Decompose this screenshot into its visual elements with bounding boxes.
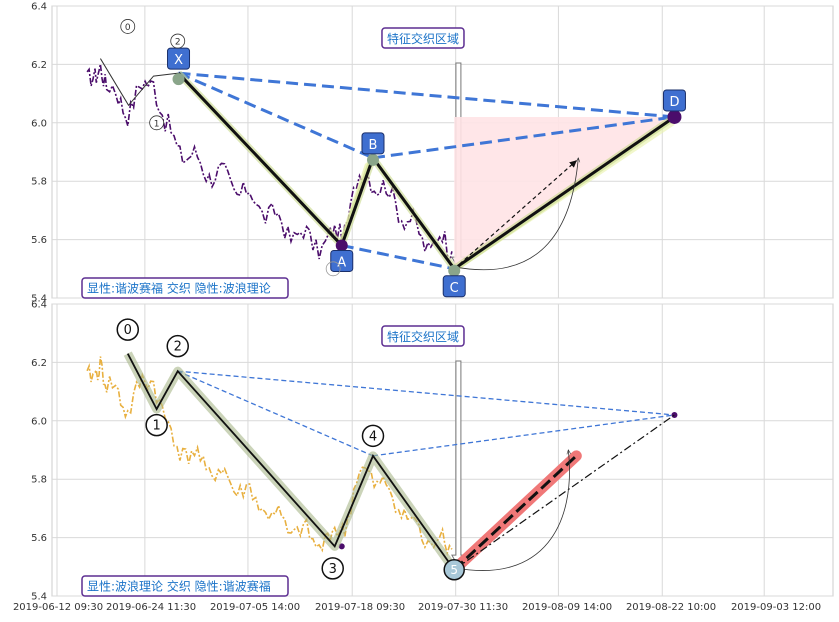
x-tick-label: 2019-06-24 11:30 bbox=[106, 602, 196, 613]
vertex-dot bbox=[667, 109, 682, 124]
annotation-box bbox=[381, 325, 465, 347]
wave-thin-path bbox=[99, 58, 179, 107]
harmonic-point-label: D bbox=[669, 95, 679, 110]
vertex-dot bbox=[338, 543, 345, 550]
harmonic-point-box bbox=[330, 249, 354, 272]
y-tick-label: 5.4 bbox=[31, 294, 47, 305]
y-tick-label: 5.4 bbox=[31, 592, 47, 603]
wave-label: 0 bbox=[124, 323, 132, 338]
projection-dashdot bbox=[453, 414, 675, 571]
wave-label-circle bbox=[166, 334, 189, 358]
y-tick-label: 5.8 bbox=[31, 475, 47, 486]
wave-label: 0 bbox=[125, 23, 131, 33]
harmonic-dashed-line bbox=[372, 414, 675, 457]
projection-dashed bbox=[453, 454, 578, 571]
harmonic-point-label: X bbox=[174, 53, 183, 68]
wave-label: 5 bbox=[450, 563, 458, 577]
x-tick-label: 2019-08-09 14:00 bbox=[522, 602, 612, 613]
harmonic-point-box bbox=[361, 132, 385, 155]
projection-curve bbox=[454, 450, 569, 571]
caption-label: 显性:波浪理论 交织 隐性:谐波赛福 bbox=[87, 579, 271, 594]
wave-label: 2 bbox=[174, 340, 182, 355]
wave-label-circle bbox=[120, 19, 136, 34]
harmonic-dashed-line bbox=[372, 115, 675, 160]
y-tick-label: 5.6 bbox=[31, 235, 47, 246]
price-line bbox=[86, 356, 453, 557]
caption-box bbox=[81, 277, 289, 299]
y-tick-label: 6.4 bbox=[31, 2, 47, 13]
wave-label-circle bbox=[361, 424, 385, 448]
harmonic-dashed-line bbox=[177, 370, 374, 457]
wave-label-circle bbox=[443, 558, 465, 581]
x-tick-label: 2019-07-05 14:00 bbox=[210, 602, 300, 613]
price-line bbox=[86, 63, 453, 266]
projection-curve bbox=[454, 158, 578, 271]
y-tick-label: 5.8 bbox=[31, 177, 47, 188]
wave-label-circle bbox=[321, 557, 344, 580]
annotation-box bbox=[381, 27, 465, 49]
harmonic-dashed-line bbox=[341, 243, 455, 271]
caption-box bbox=[81, 575, 289, 597]
projection-arrow bbox=[453, 160, 577, 270]
wave-label: 1 bbox=[153, 419, 161, 434]
wave-label: 4 bbox=[369, 429, 377, 444]
y-tick-label: 6.0 bbox=[31, 416, 47, 427]
wave-label: 2 bbox=[175, 38, 181, 48]
annotation-label: 特征交织区域 bbox=[387, 329, 459, 344]
y-tick-label: 6.2 bbox=[31, 358, 47, 369]
wave-label-circle bbox=[116, 318, 140, 341]
annotation-label: 特征交织区域 bbox=[387, 31, 459, 46]
x-tick-label: 2019-09-03 12:00 bbox=[731, 602, 821, 613]
harmonic-dashed-line bbox=[177, 370, 675, 416]
x-tick-label: 2019-06-12 09:30 bbox=[13, 602, 103, 613]
caption-label: 显性:谐波赛福 交织 隐性:波浪理论 bbox=[87, 281, 271, 296]
harmonic-point-label: A bbox=[337, 255, 346, 270]
vertex-dot bbox=[448, 264, 461, 277]
faint-marker bbox=[325, 261, 341, 277]
x-tick-label: 2019-07-18 09:30 bbox=[315, 602, 405, 613]
y-tick-label: 6.0 bbox=[31, 118, 47, 129]
harmonic-point-label: B bbox=[369, 138, 378, 153]
x-tick-label: 2019-07-30 11:30 bbox=[418, 602, 508, 613]
y-tick-label: 5.6 bbox=[31, 533, 47, 544]
x-tick-label: 2019-08-22 10:00 bbox=[626, 602, 716, 613]
harmonic-point-box bbox=[442, 275, 466, 298]
vertex-dot bbox=[172, 73, 185, 86]
harmonic-dashed-line bbox=[178, 71, 675, 119]
wave-label: 1 bbox=[154, 119, 160, 129]
harmonic-point-label: C bbox=[450, 281, 459, 296]
y-tick-label: 6.4 bbox=[31, 300, 47, 311]
wave-path bbox=[126, 353, 455, 571]
y-tick-label: 6.2 bbox=[31, 60, 47, 71]
wave-label: 3 bbox=[329, 562, 337, 577]
harmonic-point-box bbox=[662, 89, 686, 112]
wave-label-circle bbox=[149, 115, 165, 131]
wave-label-circle bbox=[170, 33, 186, 49]
vertex-dot bbox=[366, 153, 379, 166]
wave-label-circle bbox=[145, 413, 168, 437]
x-axis: 2019-06-12 09:30 2019-06-24 11:30 2019-07-… bbox=[13, 602, 821, 613]
vertex-dot bbox=[335, 239, 348, 252]
